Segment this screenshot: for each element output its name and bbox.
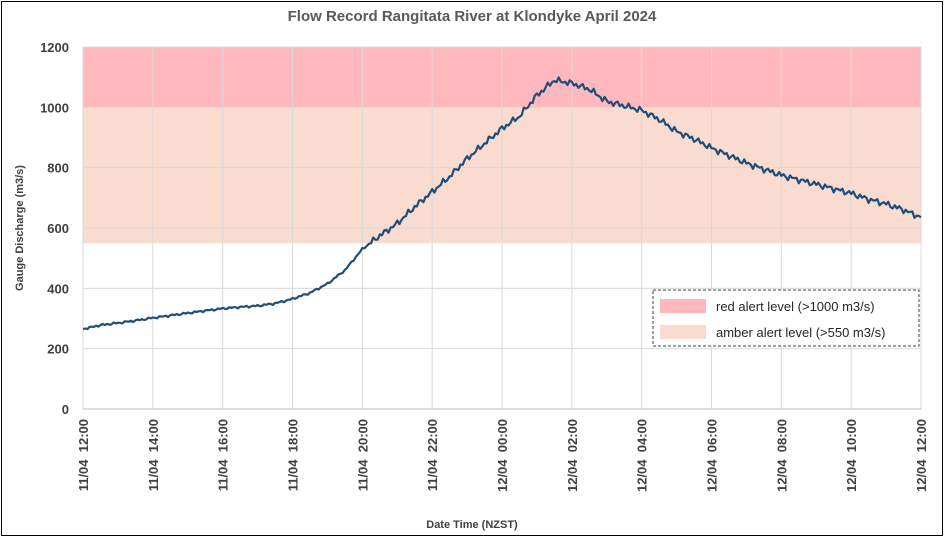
y-axis-ticks: 0 200 400 600 800 1000 1200 — [40, 40, 69, 417]
legend-swatch-amber — [660, 325, 706, 339]
grid-lines — [82, 46, 922, 409]
x-tick-label: 12/04 00:00 — [495, 419, 510, 492]
y-tick-label: 200 — [47, 342, 69, 357]
x-tick-label: 12/04 12:00 — [914, 419, 929, 492]
y-tick-label: 800 — [47, 161, 69, 176]
x-tick-label: 11/04 20:00 — [355, 419, 370, 491]
x-tick-label: 11/04 18:00 — [286, 419, 301, 491]
y-tick-label: 600 — [47, 221, 69, 236]
x-tick-label: 12/04 08:00 — [774, 419, 789, 492]
legend-label-red: red alert level (>1000 m3/s) — [716, 299, 875, 314]
y-tick-label: 1200 — [40, 40, 69, 55]
legend-label-amber: amber alert level (>550 m3/s) — [716, 325, 885, 340]
discharge-series-line — [82, 76, 922, 331]
x-tick-label: 11/04 12:00 — [76, 419, 91, 491]
x-axis-ticks: 11/04 12:00 11/04 14:00 11/04 16:00 11/04 1… — [76, 419, 929, 492]
x-tick-label: 11/04 14:00 — [146, 419, 161, 491]
chart-title: Flow Record Rangitata River at Klondyke … — [288, 8, 657, 25]
x-tick-label: 11/04 16:00 — [216, 419, 231, 491]
x-tick-label: 12/04 02:00 — [565, 419, 580, 492]
y-tick-label: 0 — [62, 402, 69, 417]
x-tick-label: 12/04 10:00 — [844, 419, 859, 492]
y-tick-label: 1000 — [40, 100, 69, 115]
legend-swatch-red — [660, 299, 706, 313]
y-tick-label: 400 — [47, 281, 69, 296]
x-axis-title: Date Time (NZST) — [426, 519, 518, 531]
x-tick-label: 11/04 22:00 — [425, 419, 440, 491]
y-axis-title: Gauge Discharge (m3/s) — [14, 165, 26, 291]
x-tick-label: 12/04 04:00 — [635, 419, 650, 492]
legend: red alert level (>1000 m3/s) amber alert… — [652, 289, 920, 347]
x-tick-label: 12/04 06:00 — [705, 419, 720, 492]
